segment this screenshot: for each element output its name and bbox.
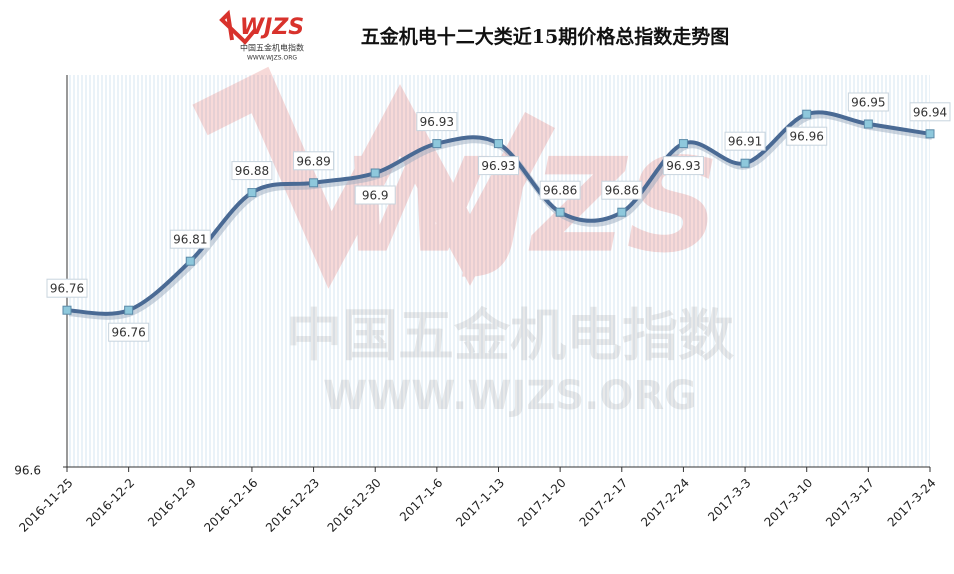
- x-tick-label: 2016-12-16: [201, 476, 260, 535]
- value-label-text: 96.76: [50, 282, 84, 296]
- x-tick-label: 2017-1-6: [397, 476, 445, 524]
- value-label-text: 96.9: [362, 189, 389, 203]
- logo-url: WWW.WJZS.ORG: [247, 55, 297, 62]
- value-label: 96.88: [231, 161, 273, 181]
- marker: [555, 207, 565, 217]
- value-label-text: 96.93: [666, 159, 700, 173]
- watermark-name: 中国五金机电指数: [286, 304, 734, 369]
- x-tick-label: 2017-3-24: [885, 476, 939, 530]
- y-tick-label: 96.6: [14, 464, 41, 478]
- value-label-box: [46, 278, 88, 298]
- marker: [678, 139, 688, 149]
- marker: [62, 305, 72, 315]
- value-label-box: [601, 180, 643, 200]
- value-label: 96.93: [416, 112, 458, 132]
- logo-mark: WJZS: [240, 15, 304, 40]
- value-label-box: [169, 229, 211, 249]
- marker: [740, 158, 750, 168]
- marker: [494, 139, 503, 149]
- x-tick-label: 2016-12-30: [325, 476, 384, 535]
- value-label-box: [108, 322, 150, 342]
- value-label-box: [293, 151, 335, 171]
- value-label: 96.86: [601, 180, 643, 200]
- marker: [124, 305, 134, 315]
- marker: [802, 109, 812, 119]
- value-label: 96.76: [46, 278, 88, 298]
- chart-title: 五金机电十二大类近15期价格总指数走势图: [361, 25, 729, 48]
- value-label-text: 96.86: [543, 184, 577, 198]
- logo: WJZS 中国五金机电指数 WWW.WJZS.ORG: [219, 9, 304, 62]
- x-tick-label: 2017-1-13: [453, 476, 507, 530]
- value-label-box: [416, 112, 458, 132]
- marker: [863, 119, 873, 129]
- value-label-text: 96.89: [296, 154, 330, 168]
- value-label-text: 96.86: [605, 184, 639, 198]
- watermark: WJZS 中国五金机电指数 WWW.WJZS.ORG: [192, 66, 734, 419]
- value-label-text: 96.81: [173, 233, 207, 247]
- logo-arrow: [219, 9, 257, 45]
- value-label-text: 96.76: [111, 326, 145, 340]
- value-label: 96.86: [539, 180, 581, 200]
- value-label: 96.89: [293, 151, 335, 171]
- value-label-box: [662, 156, 704, 176]
- x-tick-label: 2017-3-10: [761, 476, 815, 530]
- value-label: 96.95: [847, 92, 889, 112]
- value-label-text: 96.96: [790, 130, 824, 144]
- value-label-box: [539, 180, 581, 200]
- value-label-text: 96.95: [851, 96, 885, 110]
- value-label: 96.76: [108, 322, 150, 342]
- marker: [617, 207, 627, 217]
- x-tick-label: 2016-12-23: [263, 476, 322, 535]
- marker: [432, 139, 442, 149]
- x-tick-label: 2017-3-3: [705, 476, 753, 524]
- value-label: 96.81: [169, 229, 211, 249]
- value-label: 96.9: [354, 185, 396, 205]
- value-label: 96.94: [909, 102, 951, 122]
- watermark-shape: [192, 66, 555, 289]
- logo-name: 中国五金机电指数: [240, 43, 304, 53]
- value-label-text: 96.91: [728, 135, 762, 149]
- value-label-text: 96.93: [481, 159, 515, 173]
- value-label-box: [478, 156, 519, 176]
- watermark-mark: WJZS: [340, 130, 720, 282]
- x-tick-label: 2017-2-24: [638, 476, 692, 530]
- value-label-text: 96.88: [235, 164, 269, 178]
- x-tick-label: 2017-2-17: [577, 476, 631, 530]
- x-tick-label: 2017-1-20: [515, 476, 569, 530]
- watermark-url: WWW.WJZS.ORG: [323, 373, 697, 419]
- x-tick-label: 2016-12-2: [83, 476, 137, 530]
- value-label-box: [786, 126, 828, 146]
- value-label-text: 96.94: [913, 105, 947, 119]
- value-label: 96.93: [478, 156, 519, 176]
- value-label-box: [724, 131, 766, 151]
- marker: [185, 256, 195, 266]
- value-label-box: [847, 92, 889, 112]
- x-tick-label: 2016-12-9: [145, 476, 199, 530]
- value-label: 96.93: [662, 156, 704, 176]
- x-tick-label: 2016-11-25: [16, 476, 75, 535]
- x-tick-label: 2017-3-17: [823, 476, 877, 530]
- value-label: 96.91: [724, 131, 766, 151]
- value-label: 96.96: [786, 126, 828, 146]
- value-label-box: [909, 102, 951, 122]
- marker: [370, 168, 380, 178]
- marker: [247, 188, 257, 198]
- value-label-box: [354, 185, 396, 205]
- value-label-box: [231, 161, 273, 181]
- marker: [309, 178, 319, 188]
- value-label-text: 96.93: [420, 115, 454, 129]
- marker: [925, 129, 935, 139]
